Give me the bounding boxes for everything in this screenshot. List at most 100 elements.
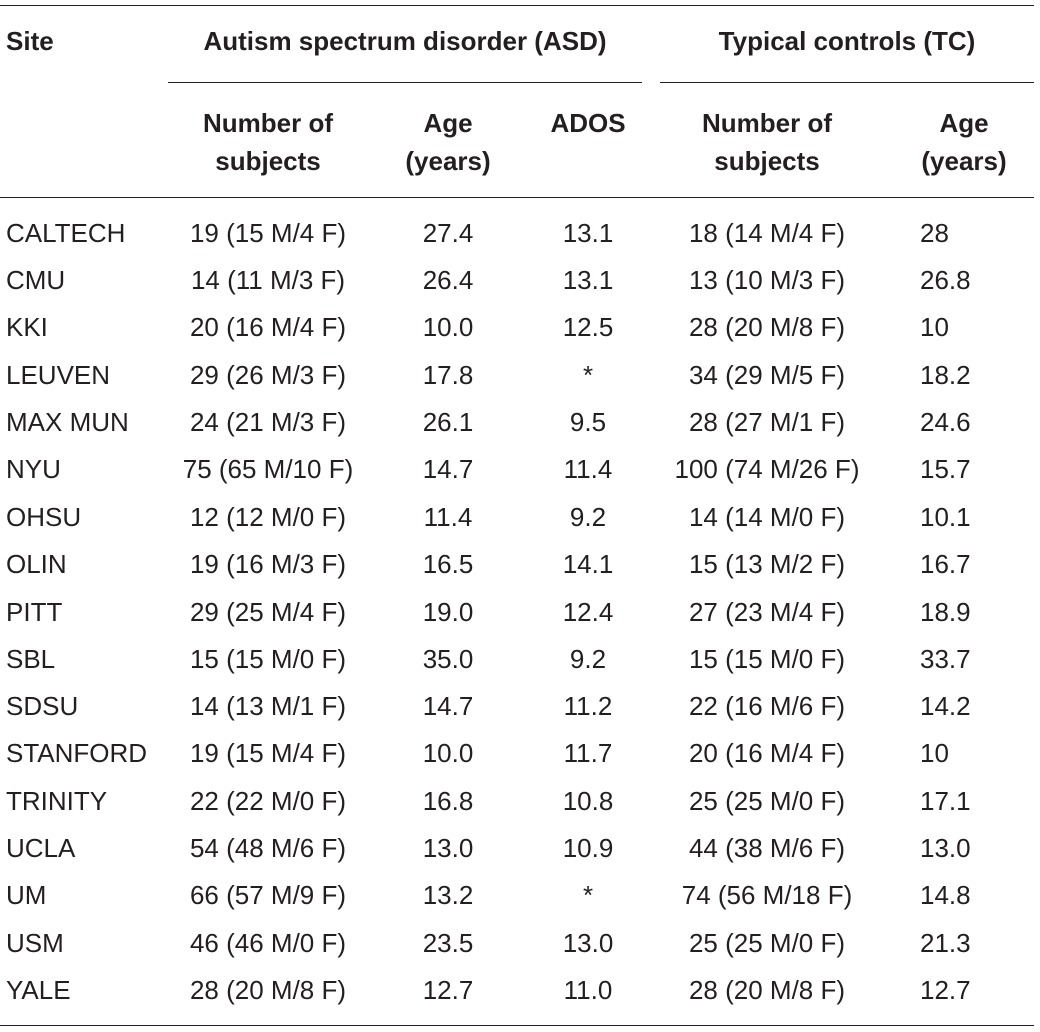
table-row: TRINITY 22 (22 M/0 F) 16.8 10.8 25 (25 M…	[0, 778, 1040, 825]
tc-age-cell: 28	[920, 218, 949, 248]
tc-number-cell: 15 (13 M/2 F)	[688, 549, 846, 579]
ados-cell: 10.9	[562, 833, 614, 863]
ados-cell: 13.1	[562, 218, 614, 248]
tc-age-cell: 10	[920, 738, 949, 768]
ados-cell: 13.1	[562, 265, 614, 295]
ados-cell: *	[582, 880, 594, 910]
site-cell: PITT	[6, 597, 63, 627]
asd-age-cell: 10.0	[422, 738, 474, 768]
header-ados-label: ADOS	[550, 108, 626, 138]
site-cell: SDSU	[6, 691, 79, 721]
tc-age-cell: 18.2	[920, 360, 971, 390]
tc-number-cell: 18 (14 M/4 F)	[688, 218, 846, 248]
asd-group-rule	[168, 82, 642, 83]
header-asd-number-line2: subjects	[215, 146, 321, 176]
tc-group-rule	[660, 82, 1034, 83]
tc-age-cell: 21.3	[920, 928, 971, 958]
asd-number-cell: 22 (22 M/0 F)	[189, 786, 347, 816]
header-tc-number-line2: subjects	[714, 146, 820, 176]
site-cell: OLIN	[6, 549, 67, 579]
tc-number-cell: 25 (25 M/0 F)	[688, 786, 846, 816]
ados-cell: 9.5	[569, 407, 607, 437]
asd-number-cell: 19 (15 M/4 F)	[189, 218, 347, 248]
site-cell: NYU	[6, 454, 61, 484]
table-row: NYU 75 (65 M/10 F) 14.7 11.4 100 (74 M/2…	[0, 446, 1040, 493]
table-row: SDSU 14 (13 M/1 F) 14.7 11.2 22 (16 M/6 …	[0, 683, 1040, 730]
tc-age-cell: 17.1	[920, 786, 971, 816]
ados-cell: 14.1	[562, 549, 614, 579]
site-cell: CALTECH	[6, 218, 126, 248]
header-asd-age-line2: (years)	[405, 146, 491, 176]
asd-age-cell: 17.8	[422, 360, 474, 390]
asd-age-cell: 27.4	[422, 218, 474, 248]
header-site: Site	[6, 26, 54, 56]
site-cell: UM	[6, 880, 47, 910]
tc-age-cell: 16.7	[920, 549, 971, 579]
header-tc-number-line1: Number of	[702, 108, 832, 138]
site-cell: SBL	[6, 644, 56, 674]
tc-number-cell: 14 (14 M/0 F)	[688, 502, 846, 532]
tc-number-cell: 28 (20 M/8 F)	[688, 975, 846, 1005]
asd-number-cell: 19 (16 M/3 F)	[189, 549, 347, 579]
site-cell: USM	[6, 928, 64, 958]
ados-cell: 9.2	[569, 502, 607, 532]
ados-cell: 11.4	[563, 454, 613, 484]
site-cell: MAX MUN	[6, 407, 129, 437]
tc-age-cell: 24.6	[920, 407, 971, 437]
tc-number-cell: 28 (27 M/1 F)	[688, 407, 846, 437]
asd-number-cell: 15 (15 M/0 F)	[189, 644, 347, 674]
asd-age-cell: 26.4	[422, 265, 474, 295]
site-cell: TRINITY	[6, 786, 108, 816]
header-asd-group: Autism spectrum disorder (ASD)	[203, 26, 607, 56]
header-asd-age: Age (years)	[400, 104, 496, 180]
asd-age-cell: 11.4	[423, 502, 473, 532]
site-cell: YALE	[6, 975, 71, 1005]
site-cell: LEUVEN	[6, 360, 111, 390]
site-cell: KKI	[6, 312, 48, 342]
tc-number-cell: 100 (74 M/26 F)	[674, 454, 860, 484]
tc-age-cell: 13.0	[920, 833, 971, 863]
table-row: KKI 20 (16 M/4 F) 10.0 12.5 28 (20 M/8 F…	[0, 304, 1040, 351]
header-asd-age-line1: Age	[423, 108, 473, 138]
header-tc-group: Typical controls (TC)	[718, 26, 976, 56]
header-tc-age-line2: (years)	[921, 146, 1007, 176]
ados-cell: 10.8	[562, 786, 614, 816]
asd-age-cell: 14.7	[422, 691, 474, 721]
asd-age-cell: 19.0	[422, 597, 474, 627]
ados-cell: 9.2	[569, 644, 607, 674]
tc-age-cell: 26.8	[920, 265, 971, 295]
tc-number-cell: 22 (16 M/6 F)	[688, 691, 846, 721]
asd-number-cell: 29 (25 M/4 F)	[189, 597, 347, 627]
table-row: SBL 15 (15 M/0 F) 35.0 9.2 15 (15 M/0 F)…	[0, 636, 1040, 683]
top-rule	[0, 5, 1034, 6]
table-row: MAX MUN 24 (21 M/3 F) 26.1 9.5 28 (27 M/…	[0, 399, 1040, 446]
ados-cell: 12.4	[562, 597, 614, 627]
header-bottom-rule	[0, 197, 1034, 198]
asd-number-cell: 28 (20 M/8 F)	[189, 975, 347, 1005]
table-row: LEUVEN 29 (26 M/3 F) 17.8 * 34 (29 M/5 F…	[0, 352, 1040, 399]
site-cell: CMU	[6, 265, 66, 295]
asd-age-cell: 35.0	[422, 644, 474, 674]
header-tc-number: Number of subjects	[664, 104, 870, 180]
site-cell: OHSU	[6, 502, 82, 532]
ados-cell: 11.0	[563, 975, 613, 1005]
site-cell: STANFORD	[6, 738, 148, 768]
ados-cell: 12.5	[562, 312, 614, 342]
table-row: YALE 28 (20 M/8 F) 12.7 11.0 28 (20 M/8 …	[0, 967, 1040, 1014]
header-tc-age: Age (years)	[914, 104, 1014, 180]
table-row: OLIN 19 (16 M/3 F) 16.5 14.1 15 (13 M/2 …	[0, 541, 1040, 588]
table-row: CMU 14 (11 M/3 F) 26.4 13.1 13 (10 M/3 F…	[0, 257, 1040, 304]
tc-age-cell: 18.9	[920, 597, 971, 627]
asd-age-cell: 16.5	[422, 549, 474, 579]
asd-number-cell: 75 (65 M/10 F)	[182, 454, 354, 484]
asd-age-cell: 23.5	[422, 928, 474, 958]
tc-number-cell: 25 (25 M/0 F)	[688, 928, 846, 958]
asd-number-cell: 20 (16 M/4 F)	[189, 312, 347, 342]
tc-number-cell: 44 (38 M/6 F)	[688, 833, 846, 863]
header-tc-age-line1: Age	[939, 108, 989, 138]
header-asd-number-line1: Number of	[203, 108, 333, 138]
asd-age-cell: 13.0	[422, 833, 474, 863]
header-asd-number: Number of subjects	[166, 104, 370, 180]
table-row: STANFORD 19 (15 M/4 F) 10.0 11.7 20 (16 …	[0, 730, 1040, 777]
tc-number-cell: 28 (20 M/8 F)	[688, 312, 846, 342]
